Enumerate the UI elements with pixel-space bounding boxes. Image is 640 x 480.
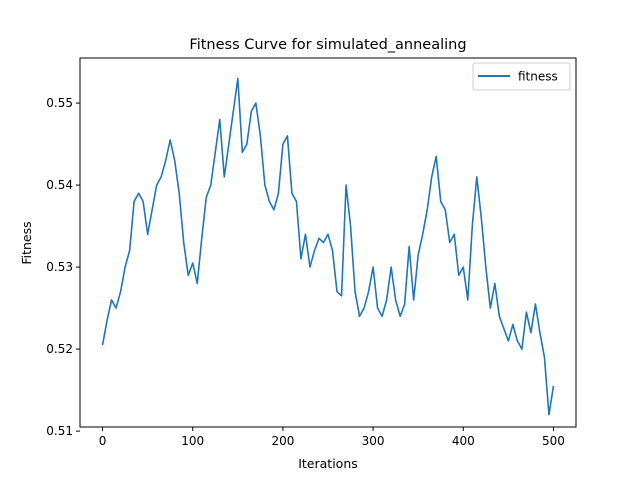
- y-tick-label: 0.51: [46, 424, 73, 438]
- x-tick-label: 200: [271, 434, 294, 448]
- plot-area: [79, 57, 577, 428]
- y-axis-ticks: 0.51 0.52 0.53 0.54 0.55: [46, 96, 80, 438]
- y-tick-label: 0.52: [46, 342, 73, 356]
- legend: fitness: [472, 62, 571, 91]
- x-axis-label: Iterations: [298, 456, 358, 471]
- y-tick-label: 0.53: [46, 260, 73, 274]
- y-axis-label: Fitness: [19, 221, 34, 264]
- y-tick-label: 0.55: [46, 96, 73, 110]
- chart-title: Fitness Curve for simulated_annealing: [189, 37, 466, 53]
- legend-box: [472, 62, 571, 91]
- y-tick-label: 0.54: [46, 178, 73, 192]
- x-tick-label: 400: [452, 434, 475, 448]
- axes-frame: [79, 57, 577, 428]
- series-line-fitness: [101, 77, 555, 416]
- legend-label-fitness: fitness: [518, 70, 558, 84]
- x-tick-label: 500: [542, 434, 565, 448]
- x-tick-label: 300: [362, 434, 385, 448]
- x-axis-ticks: 0 100 200 300 400 500: [99, 427, 565, 448]
- x-tick-label: 0: [99, 434, 107, 448]
- x-tick-label: 100: [181, 434, 204, 448]
